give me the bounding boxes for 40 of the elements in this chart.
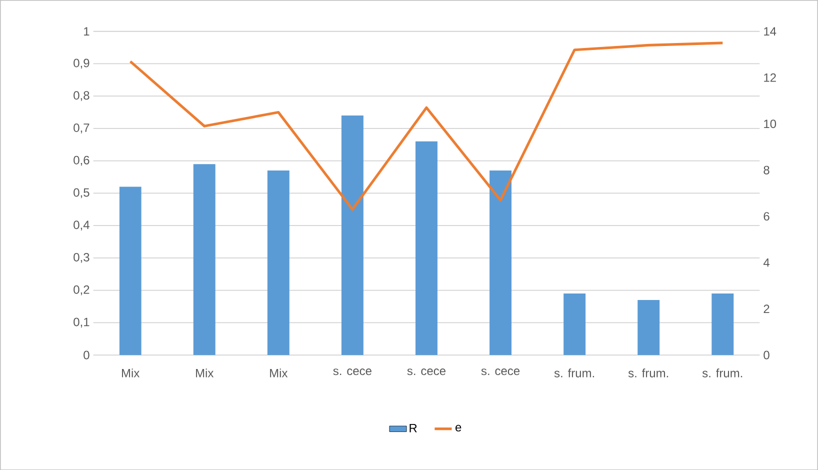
x-tick-label: Mix: [196, 368, 214, 378]
x-tick-label: s. frum.: [554, 368, 594, 378]
bar: [341, 115, 364, 355]
y-tick-label: 0,1: [74, 318, 90, 328]
y2-tick-label: 8: [764, 166, 770, 174]
bar: [712, 293, 734, 355]
y2-tick-label: 14: [764, 27, 776, 36]
y-tick-label: 1: [84, 27, 90, 36]
bar: [638, 300, 660, 355]
x-tick-label: Mix: [270, 368, 288, 378]
x-tick-label: s. cece: [481, 368, 520, 375]
y-tick-label: 0,3: [74, 252, 90, 263]
x-tick-label: s. frum.: [702, 368, 742, 378]
y2-tick-label: 4: [763, 258, 770, 267]
legend-label: R: [410, 424, 417, 432]
y2-tick-label: 2: [764, 304, 770, 313]
y2-tick-label: 6: [764, 212, 770, 220]
y-tick-label: 0,8: [74, 90, 90, 101]
y2-tick-label: 10: [764, 119, 776, 128]
line-series: [129, 41, 724, 211]
bar: [415, 141, 438, 355]
bar: [490, 170, 512, 355]
y-tick-label: 0,5: [74, 188, 90, 198]
y-tick-label: 0,2: [74, 285, 90, 296]
y-tick-label: 0,6: [74, 156, 90, 166]
y2-tick-label: 12: [764, 73, 776, 82]
x-tick-label: s. cece: [333, 368, 372, 375]
y-tick-label: 0,7: [74, 123, 90, 134]
bar: [267, 170, 290, 355]
x-tick-label: s. frum.: [628, 368, 668, 378]
legend-label: e: [456, 424, 462, 432]
bar: [193, 164, 216, 355]
y2-tick-label: 0: [764, 350, 770, 360]
bar: [119, 186, 142, 355]
bar: [564, 293, 586, 355]
x-tick-label: s. cece: [407, 368, 446, 375]
y-tick-label: 0,9: [74, 58, 90, 69]
y-tick-label: 0,4: [74, 220, 90, 230]
y-tick-label: 0: [84, 350, 90, 360]
x-tick-label: Mix: [122, 368, 140, 378]
